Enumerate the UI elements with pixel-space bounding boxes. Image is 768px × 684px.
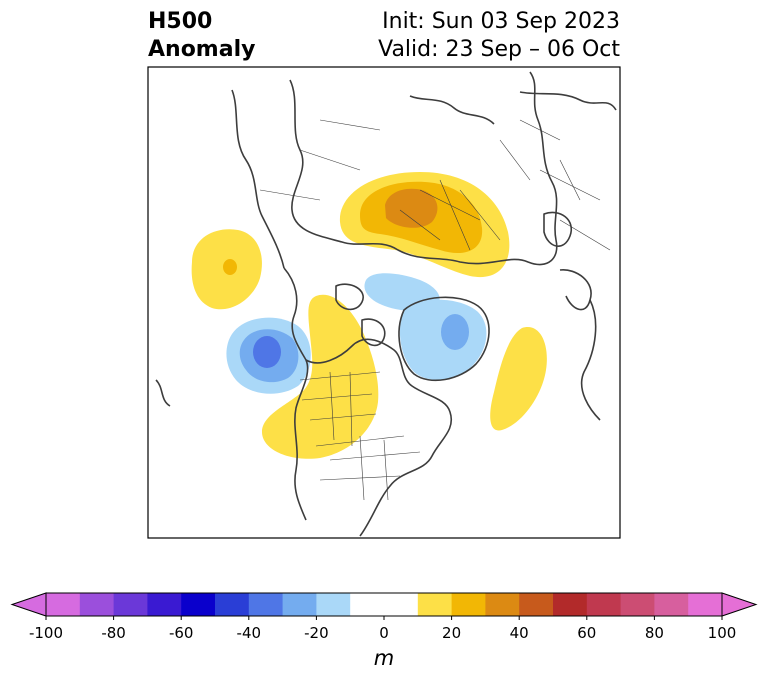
title-subtitle: Anomaly xyxy=(148,37,256,62)
anomaly-greenland-negative xyxy=(399,299,487,380)
coastlines xyxy=(155,71,617,537)
colorbar-extend-max xyxy=(721,592,758,617)
anomaly-northwest-canada-positive xyxy=(262,294,379,459)
colorbar-tick-label: 80 xyxy=(644,624,664,642)
colorbar-segment xyxy=(620,593,655,616)
map-frame xyxy=(147,66,621,539)
colorbar-segment xyxy=(451,593,486,616)
political-borders xyxy=(259,119,611,501)
colorbar-segment xyxy=(215,593,250,616)
colorbar-segment xyxy=(79,593,115,616)
colorbar-tick-label: -60 xyxy=(168,624,194,642)
colorbar-segment xyxy=(519,593,554,616)
anomaly-atlantic-positive xyxy=(490,327,547,431)
colorbar-tick-label: 20 xyxy=(442,624,462,642)
colorbar-segment xyxy=(316,593,351,616)
colorbar-tick-label: 100 xyxy=(707,624,737,642)
colorbar-tick-label: 60 xyxy=(577,624,597,642)
colorbar-tick-label: 0 xyxy=(379,624,389,642)
colorbar-tick-label: -20 xyxy=(304,624,329,642)
colorbar-segment xyxy=(147,593,182,616)
anomaly-pacific-positive xyxy=(191,229,262,310)
colorbar-segment xyxy=(586,593,622,616)
init-date: Init: Sun 03 Sep 2023 xyxy=(382,9,620,34)
title-variable: H500 xyxy=(148,9,213,34)
colorbar-segment xyxy=(485,593,520,616)
colorbar-tick-label: 40 xyxy=(509,624,529,642)
colorbar-tick-label: -40 xyxy=(236,624,262,642)
colorbar-segment xyxy=(282,593,317,616)
colorbar-segment xyxy=(350,593,419,616)
colorbar xyxy=(10,592,758,620)
plot-date-info: Init: Sun 03 Sep 2023 Valid: 23 Sep – 06… xyxy=(378,8,620,64)
colorbar-segment xyxy=(688,593,723,616)
colorbar-segment xyxy=(417,593,453,616)
colorbar-segment xyxy=(46,593,81,616)
colorbar-segment xyxy=(113,593,148,616)
colorbar-unit-label: m xyxy=(373,646,395,670)
colorbar-tick-label: -100 xyxy=(28,624,64,642)
anomaly-gulf-of-alaska-negative xyxy=(226,317,311,394)
colorbar-segment xyxy=(181,593,216,616)
anomaly-eurasia-positive xyxy=(339,172,510,278)
colorbar-segment xyxy=(248,593,284,616)
colorbar-extend-min xyxy=(10,592,47,617)
plot-title: H500 Anomaly xyxy=(148,8,255,64)
colorbar-tick-label: -80 xyxy=(101,624,126,642)
valid-range: Valid: 23 Sep – 06 Oct xyxy=(378,37,620,62)
colorbar-segment xyxy=(654,593,689,616)
map-panel xyxy=(147,66,621,539)
colorbar-segment xyxy=(553,593,588,616)
